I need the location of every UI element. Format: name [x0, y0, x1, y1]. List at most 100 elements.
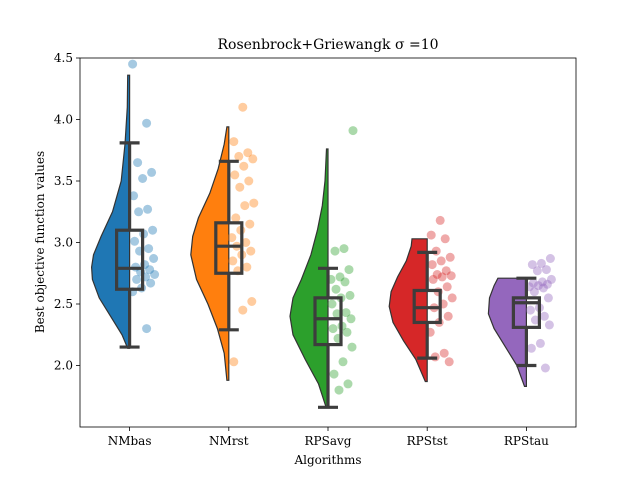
- point-RPStau: [542, 279, 552, 289]
- point-NMbas: [143, 204, 153, 214]
- point-NMrst: [230, 170, 240, 180]
- density-RPStau: [487, 277, 527, 388]
- point-RPStau: [532, 266, 542, 276]
- point-RPSavg: [347, 342, 357, 352]
- point-NMrst: [238, 102, 248, 112]
- point-NMrst: [229, 137, 239, 147]
- x-tick-label: NMbas: [108, 434, 152, 448]
- point-RPStau: [530, 315, 540, 325]
- y-axis: 2.0 2.5 3.0 3.5 4.0 4.5: [54, 51, 80, 373]
- point-RPStst: [440, 234, 450, 244]
- point-RPStau: [546, 274, 556, 284]
- box-NMrst: [214, 221, 244, 275]
- point-RPStst: [442, 282, 452, 292]
- point-RPStst: [427, 260, 437, 270]
- point-NMbas: [132, 274, 142, 284]
- x-tick-label: RPStst: [407, 434, 448, 448]
- density-layer: [90, 74, 527, 408]
- point-NMrst: [244, 176, 254, 186]
- y-tick-label: 4.0: [54, 113, 73, 127]
- point-RPSavg: [344, 265, 354, 275]
- point-RPStau: [541, 265, 551, 275]
- point-RPSavg: [331, 284, 341, 294]
- point-RPStau: [544, 320, 554, 330]
- point-RPSavg: [342, 327, 352, 337]
- point-RPStst: [443, 311, 453, 321]
- x-tick-label: RPSavg: [305, 434, 352, 448]
- point-NMbas: [144, 244, 154, 254]
- point-RPSavg: [329, 369, 339, 379]
- point-NMbas: [138, 174, 148, 183]
- point-RPSavg: [345, 290, 355, 300]
- y-axis-label: Best objective function values: [33, 151, 47, 333]
- point-RPStau: [543, 293, 553, 303]
- point-NMrst: [248, 154, 258, 164]
- density-RPSavg: [289, 148, 329, 408]
- point-NMbas: [150, 270, 160, 279]
- point-NMbas: [133, 158, 143, 168]
- y-tick-label: 4.5: [54, 51, 73, 65]
- box-NMbas: [114, 228, 145, 291]
- point-RPStst: [428, 274, 438, 284]
- point-RPStst: [432, 270, 442, 279]
- point-NMbas: [149, 254, 159, 263]
- point-NMbas: [147, 167, 157, 177]
- point-RPSavg: [340, 277, 350, 287]
- point-NMrst: [249, 198, 259, 208]
- point-NMrst: [238, 305, 248, 315]
- point-NMbas: [134, 207, 144, 217]
- density-NMrst: [190, 126, 230, 381]
- point-RPStst: [446, 271, 456, 281]
- point-NMbas: [142, 324, 152, 334]
- point-RPStau: [538, 283, 548, 293]
- point-NMbas: [142, 118, 152, 128]
- point-RPStau: [528, 278, 538, 288]
- point-NMrst: [228, 256, 238, 266]
- point-RPStst: [437, 272, 447, 282]
- boxplot-layer: [114, 141, 542, 409]
- point-NMrst: [246, 246, 256, 256]
- x-tick-label: NMrst: [209, 434, 249, 448]
- point-RPStst: [447, 293, 457, 303]
- y-tick-label: 2.0: [54, 359, 73, 373]
- point-NMbas: [148, 225, 158, 235]
- box-RPStau: [511, 296, 542, 329]
- point-NMbas: [128, 59, 138, 69]
- point-RPSavg: [330, 246, 340, 256]
- point-NMrst: [229, 357, 239, 367]
- point-NMrst: [243, 148, 253, 158]
- x-axis: NMbas NMrst RPSavg RPStst RPStau: [108, 427, 549, 448]
- point-RPStau: [535, 338, 545, 348]
- x-axis-label: Algorithms: [293, 453, 361, 467]
- y-tick-label: 3.0: [54, 236, 73, 250]
- point-RPStau: [545, 254, 555, 263]
- point-NMrst: [239, 161, 249, 171]
- point-NMrst: [245, 219, 255, 229]
- point-NMrst: [241, 238, 251, 247]
- point-RPSavg: [332, 309, 342, 319]
- point-RPStst: [445, 252, 455, 262]
- point-RPSavg: [327, 299, 337, 309]
- point-NMbas: [130, 236, 140, 246]
- point-NMrst: [240, 201, 250, 211]
- points-layer: [128, 59, 556, 395]
- point-RPSavg: [339, 244, 349, 254]
- point-RPStst: [441, 266, 451, 276]
- box-RPSavg: [313, 296, 343, 347]
- point-RPSavg: [334, 385, 344, 395]
- y-tick-label: 2.5: [54, 297, 73, 311]
- point-NMbas: [145, 265, 155, 275]
- point-RPSavg: [341, 308, 351, 318]
- point-NMbas: [129, 191, 139, 201]
- point-RPStau: [525, 305, 535, 315]
- point-RPStst: [436, 256, 446, 266]
- point-RPSavg: [328, 324, 338, 334]
- density-NMbas: [90, 74, 131, 349]
- point-RPStau: [527, 260, 537, 270]
- point-RPSavg: [348, 126, 358, 136]
- point-RPStau: [526, 343, 536, 353]
- point-RPStau: [540, 363, 550, 373]
- x-tick-label: RPStau: [504, 434, 549, 448]
- point-RPStau: [537, 277, 547, 287]
- y-tick-label: 3.5: [54, 174, 73, 188]
